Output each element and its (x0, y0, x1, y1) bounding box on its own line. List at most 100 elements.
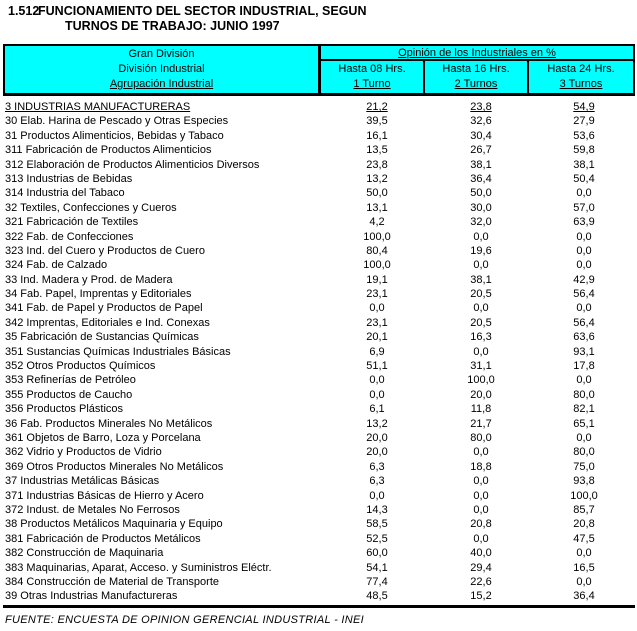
row-value: 6,3 (369, 475, 385, 488)
stub-header: Gran División División Industrial Agrupa… (5, 46, 321, 93)
row-label: 384 Construcción de Material de Transpor… (5, 575, 220, 588)
table-row: 31 Productos Alimenticios, Bebidas y Tab… (3, 129, 635, 143)
row-value: 59,8 (573, 144, 595, 157)
row-value: 16,3 (470, 331, 492, 344)
table-row: 34 Fab. Papel, Imprentas y Editoriales 23… (3, 287, 635, 301)
row-value: 27,9 (573, 115, 595, 128)
row-value: 6,3 (369, 460, 385, 473)
table-row: 341 Fab. de Papel y Productos de Papel 0,… (3, 301, 635, 315)
table-row: 38 Productos Metálicos Maquinaria y Equi… (3, 517, 635, 531)
row-value: 23,1 (366, 288, 388, 301)
row-value: 36,4 (573, 590, 595, 603)
row-value: 93,1 (573, 345, 595, 358)
table-row: 372 Indust. de Metales No Ferrosos 14,3 0,… (3, 503, 635, 517)
row-value: 22,6 (470, 575, 492, 588)
group-title: Opinión de los Industriales en % (321, 46, 633, 61)
row-value: 0,0 (576, 230, 592, 243)
stub-line-agrupacion-industrial: Agrupación Industrial (109, 78, 214, 90)
row-value: 19,1 (366, 273, 388, 286)
table-row: 362 Vidrio y Productos de Vidrio 20,0 0,0 8… (3, 445, 635, 459)
row-value: 38,1 (470, 158, 492, 171)
row-value: 19,6 (470, 244, 492, 257)
table-number: 1.512 (8, 4, 40, 18)
row-value: 0,0 (576, 575, 592, 588)
table-row: 322 Fab. de Confecciones 100,0 0,0 0,0 (3, 230, 635, 244)
table-row: 321 Fabricación de Textiles 4,2 32,0 63,9 (3, 215, 635, 229)
row-value: 57,0 (573, 201, 595, 214)
table-row: 36 Fab. Productos Minerales No Metálicos… (3, 417, 635, 431)
table-row: 353 Refinerías de Petróleo 0,0 100,0 0,0 (3, 373, 635, 387)
table-bottom-rule (3, 605, 635, 608)
row-label: 372 Indust. de Metales No Ferrosos (5, 503, 180, 516)
row-value: 82,1 (573, 403, 595, 416)
row-value: 18,8 (470, 460, 492, 473)
row-value: 30,4 (470, 129, 492, 142)
row-value: 0,0 (473, 259, 489, 272)
col-header-hours: Hasta 08 Hrs. (338, 63, 406, 75)
row-value: 0,0 (576, 374, 592, 387)
col-header-shifts: 1 Turno (353, 78, 391, 90)
row-value: 80,0 (573, 446, 595, 459)
row-value: 0,0 (576, 302, 592, 315)
row-value: 13,2 (366, 417, 388, 430)
row-value: 20,5 (470, 316, 492, 329)
row-value: 11,8 (470, 403, 492, 416)
table-row: 371 Industrias Básicas de Hierro y Acero… (3, 489, 635, 503)
row-value: 26,7 (470, 144, 492, 157)
row-value: 93,8 (573, 475, 595, 488)
row-value: 16,5 (573, 561, 595, 574)
row-value: 54,1 (366, 561, 388, 574)
row-value: 100,0 (363, 230, 391, 243)
row-value: 80,0 (470, 431, 492, 444)
row-value: 38,1 (470, 273, 492, 286)
col-header-1-turno: Hasta 08 Hrs. 1 Turno (321, 61, 425, 93)
row-value: 20,5 (470, 288, 492, 301)
source-note: FUENTE: ENCUESTA DE OPINION GERENCIAL IN… (5, 614, 364, 626)
row-label: 323 Ind. del Cuero y Productos de Cuero (5, 244, 205, 257)
table-row: 352 Otros Productos Químicos 51,1 31,1 17,8 (3, 359, 635, 373)
row-value: 4,2 (369, 216, 385, 229)
row-value: 51,1 (366, 360, 388, 373)
row-value: 0,0 (473, 446, 489, 459)
row-value: 20,0 (366, 431, 388, 444)
table-row: 35 Fabricación de Sustancias Químicas 20,… (3, 330, 635, 344)
row-value: 0,0 (369, 489, 385, 502)
row-value: 50,4 (573, 172, 595, 185)
table-row: 351 Sustancias Químicas Industriales Bás… (3, 345, 635, 359)
row-label: 321 Fabricación de Textiles (5, 216, 139, 229)
col-header-shifts: 2 Turnos (454, 78, 498, 90)
row-label: 324 Fab. de Calzado (5, 259, 108, 272)
row-label: 312 Elaboración de Productos Alimenticio… (5, 158, 260, 171)
row-value: 20,8 (470, 518, 492, 531)
col-header-shifts: 3 Turnos (559, 78, 603, 90)
row-label: 382 Construcción de Maquinaria (5, 547, 164, 560)
table-row: 32 Textiles, Confecciones y Cueros 13,1 30… (3, 201, 635, 215)
table-row: 30 Elab. Harina de Pescado y Otras Espec… (3, 114, 635, 128)
row-value: 52,5 (366, 532, 388, 545)
row-value: 85,7 (573, 503, 595, 516)
row-label: 3 INDUSTRIAS MANUFACTURERAS (5, 101, 191, 113)
row-value: 65,1 (573, 417, 595, 430)
table-row: 311 Fabricación de Productos Alimenticio… (3, 143, 635, 157)
table-row: 3 INDUSTRIAS MANUFACTURERAS 21,2 23,8 54,9 (3, 100, 635, 114)
table-row: 384 Construcción de Material de Transpor… (3, 575, 635, 589)
col-header-hours: Hasta 24 Hrs. (547, 63, 615, 75)
row-value: 31,1 (470, 360, 492, 373)
row-value: 0,0 (369, 374, 385, 387)
col-header-hours: Hasta 16 Hrs. (442, 63, 510, 75)
row-value: 23,8 (470, 101, 492, 113)
row-value: 0,0 (576, 259, 592, 272)
row-label: 36 Fab. Productos Minerales No Metálicos (5, 417, 213, 430)
row-value: 50,0 (470, 187, 492, 200)
row-value: 38,1 (573, 158, 595, 171)
row-value: 50,0 (366, 187, 388, 200)
row-label: 313 Industrias de Bebidas (5, 172, 133, 185)
row-label: 37 Industrias Metálicas Básicas (5, 475, 160, 488)
row-value: 0,0 (369, 302, 385, 315)
row-value: 29,4 (470, 561, 492, 574)
stub-line-gran-division: Gran División (128, 48, 195, 60)
row-label: 311 Fabricación de Productos Alimenticio… (5, 144, 212, 157)
row-value: 63,9 (573, 216, 595, 229)
row-value: 0,0 (576, 431, 592, 444)
